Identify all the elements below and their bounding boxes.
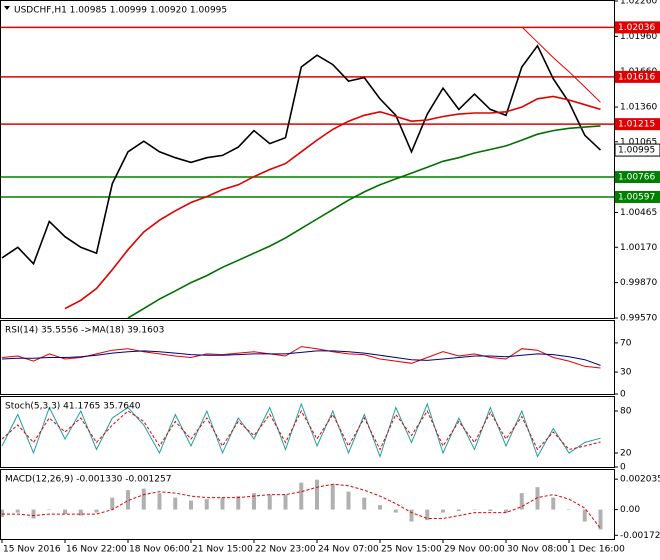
y-tick-label: 0.00 — [620, 505, 640, 515]
y-tick-label: 80 — [620, 407, 632, 417]
bar — [204, 499, 209, 510]
bar — [472, 509, 477, 511]
bar — [236, 496, 241, 510]
x-tick-label: 1 Dec 16:00 — [570, 545, 625, 555]
y-tick-label: 1.02260 — [620, 0, 657, 7]
y-tick-label: 0.002035 — [620, 475, 660, 485]
y-tick-label: 1.00465 — [620, 208, 657, 218]
panel-title: RSI(14) 35.5556 ->MA(18) 39.1603 — [5, 326, 164, 336]
y-tick-label: 1.01960 — [620, 32, 657, 42]
bar — [173, 497, 178, 510]
series-line — [2, 483, 601, 529]
y-tick-label: 0 — [620, 390, 626, 400]
panel-title: USDCHF,H1 1.00985 1.00999 1.00920 1.0099… — [14, 6, 227, 16]
x-tick-label: 25 Nov 15:00 — [381, 545, 442, 555]
bar — [110, 497, 115, 510]
y-tick-label: 70 — [620, 338, 632, 348]
bar — [567, 509, 571, 511]
y-tick-label: 1.01360 — [620, 103, 657, 113]
bar — [157, 493, 162, 510]
y-tick-label: 0.99570 — [620, 314, 657, 324]
panel-title: Stoch(5,3,3) 41.1765 35.7640 — [5, 402, 141, 412]
series-line — [127, 125, 601, 318]
x-tick-label: 24 Nov 07:00 — [318, 545, 379, 555]
level-label-box — [615, 171, 660, 184]
panel-title: MACD(12,26,9) -0.001330 -0.001257 — [5, 475, 171, 485]
bar — [267, 494, 272, 510]
series-line — [521, 26, 601, 103]
y-tick-label: 20 — [620, 449, 632, 459]
bar — [346, 491, 351, 510]
y-tick-label: 1.00170 — [620, 243, 657, 253]
level-label: 1.00766 — [618, 173, 655, 183]
level-label: 1.00597 — [618, 192, 655, 202]
series-line — [1, 350, 601, 366]
bar — [189, 500, 193, 510]
x-tick-label: 18 Nov 06:00 — [129, 545, 190, 555]
bar — [488, 509, 493, 512]
panel-frame — [0, 320, 615, 395]
title-arrow — [4, 6, 10, 10]
y-tick-label: 0 — [620, 463, 626, 473]
panel-frame — [0, 396, 615, 468]
bar — [330, 484, 335, 510]
level-label: 1.02036 — [618, 23, 655, 33]
y-tick-label: 0.99870 — [620, 278, 657, 288]
series-line — [64, 95, 601, 310]
last-price-label: 1.00995 — [618, 146, 655, 156]
bar — [299, 482, 304, 510]
level-label-box — [615, 21, 660, 34]
bar — [252, 493, 256, 510]
bar — [504, 509, 508, 513]
level-label: 1.01215 — [618, 120, 655, 130]
bar — [519, 493, 524, 510]
bar — [551, 497, 556, 510]
x-tick-label: 21 Nov 15:00 — [192, 545, 253, 555]
last-price-box — [614, 143, 660, 157]
level-label-box — [615, 190, 660, 203]
panel-frame — [0, 469, 615, 540]
bar — [141, 488, 146, 510]
y-tick-label: -0.001725 — [620, 531, 660, 541]
bar — [94, 509, 99, 513]
bar — [1, 509, 4, 518]
bar — [283, 494, 288, 510]
series-line — [1, 402, 601, 459]
level-label-box — [615, 118, 660, 131]
x-tick-label: 16 Nov 22:00 — [66, 545, 127, 555]
y-tick-label: 30 — [620, 368, 632, 378]
series-line — [1, 346, 601, 369]
bar — [393, 509, 398, 513]
series-line — [1, 409, 601, 451]
level-label-box — [615, 70, 660, 83]
x-tick-label: 29 Nov 00:00 — [444, 545, 505, 555]
bar — [78, 509, 83, 516]
panel-frame — [0, 0, 615, 319]
bar — [456, 509, 461, 512]
bar — [441, 509, 445, 513]
bar — [315, 479, 319, 510]
bar — [15, 509, 20, 513]
bar — [409, 509, 414, 522]
bar — [582, 509, 587, 522]
bar — [220, 497, 225, 510]
series-line — [1, 44, 602, 266]
level-label: 1.01616 — [618, 72, 655, 82]
bar — [47, 509, 52, 511]
bar — [378, 505, 382, 510]
x-tick-label: 22 Nov 23:00 — [255, 545, 316, 555]
bar — [535, 487, 540, 510]
bar — [63, 509, 67, 515]
bar — [362, 497, 367, 510]
bar — [31, 509, 36, 519]
x-tick-label: 15 Nov 2016 — [3, 545, 61, 555]
bar — [126, 490, 130, 510]
x-tick-label: 30 Nov 08:00 — [507, 545, 568, 555]
y-tick-label: 1.01065 — [620, 137, 657, 147]
bar — [425, 509, 430, 521]
bar — [598, 509, 603, 530]
